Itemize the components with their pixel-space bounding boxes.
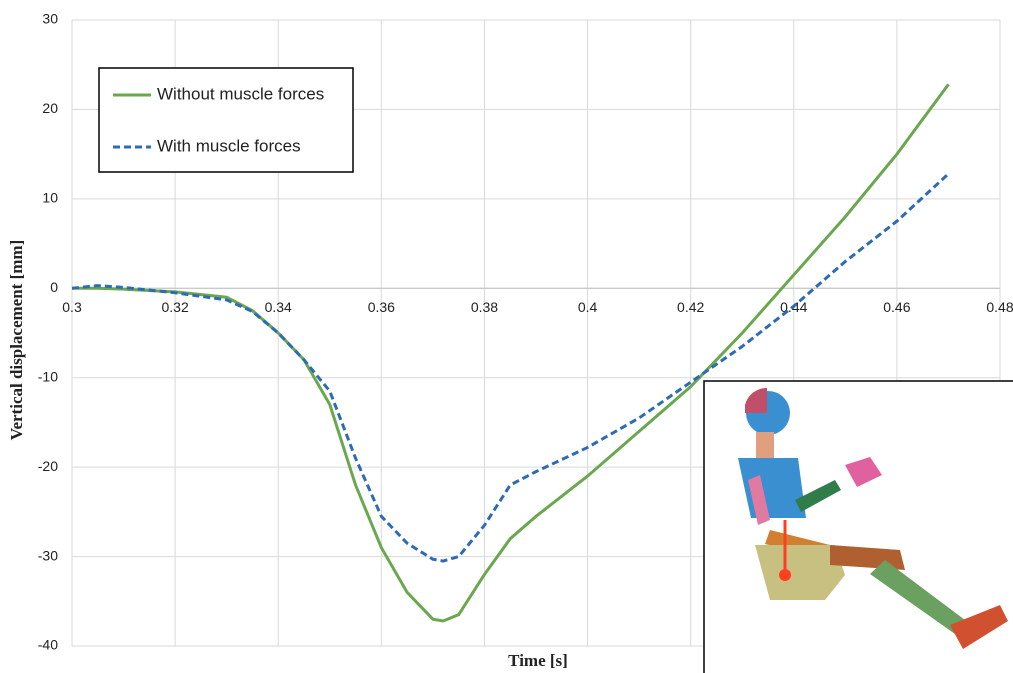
x-tick-label: 0.46: [883, 299, 910, 315]
y-tick-label: 10: [42, 190, 58, 206]
data-line: [71, 172, 950, 563]
y-tick-label: -30: [38, 547, 58, 563]
y-tick-label: 20: [42, 100, 58, 116]
x-tick-label: 0.34: [265, 299, 292, 315]
y-tick-label: -40: [38, 637, 58, 653]
x-tick-label: 0.4: [578, 299, 598, 315]
x-tick-label: 0.36: [368, 299, 395, 315]
x-tick-label: 0.3: [62, 299, 82, 315]
x-tick-label: 0.48: [986, 299, 1013, 315]
x-tick-label: 0.38: [471, 299, 498, 315]
legend-label: Without muscle forces: [157, 84, 324, 103]
data-line: [72, 83, 950, 623]
legend: Without muscle forces With muscle forces: [98, 67, 354, 173]
y-tick-label: 30: [42, 11, 58, 27]
x-tick-label: 0.42: [677, 299, 704, 315]
legend-box: [98, 67, 354, 173]
y-tick-label: -10: [38, 368, 58, 384]
legend-label: With muscle forces: [157, 136, 301, 155]
y-tick-label: -20: [38, 458, 58, 474]
x-axis-title: Time [s]: [508, 651, 568, 670]
y-tick-label: 0: [50, 279, 58, 295]
x-tick-label: 0.32: [161, 299, 188, 315]
y-axis-title: Vertical displacement [mm]: [7, 240, 26, 441]
inset-figure: [703, 380, 1013, 673]
